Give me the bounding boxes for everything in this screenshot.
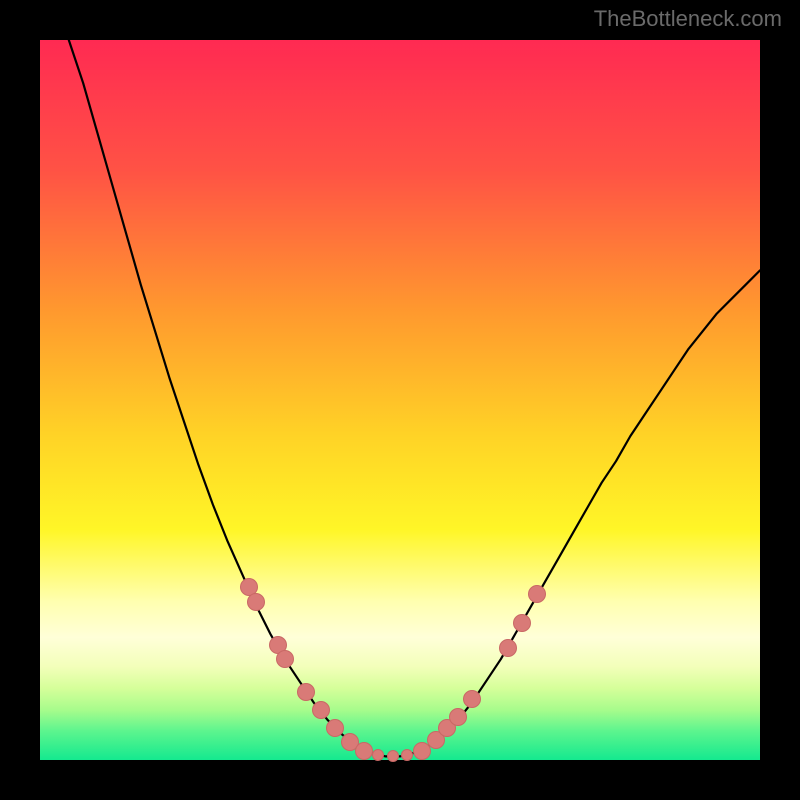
data-marker (463, 690, 481, 708)
data-marker (297, 683, 315, 701)
data-marker (387, 750, 399, 762)
data-marker (372, 749, 384, 761)
data-marker (499, 639, 517, 657)
data-marker (449, 708, 467, 726)
markers-layer (40, 40, 760, 760)
bottleneck-plot (40, 40, 760, 760)
data-marker (401, 749, 413, 761)
watermark: TheBottleneck.com (594, 6, 782, 32)
data-marker (326, 719, 344, 737)
data-marker (247, 593, 265, 611)
data-marker (312, 701, 330, 719)
data-marker (513, 614, 531, 632)
data-marker (276, 650, 294, 668)
data-marker (528, 585, 546, 603)
data-marker (355, 742, 373, 760)
